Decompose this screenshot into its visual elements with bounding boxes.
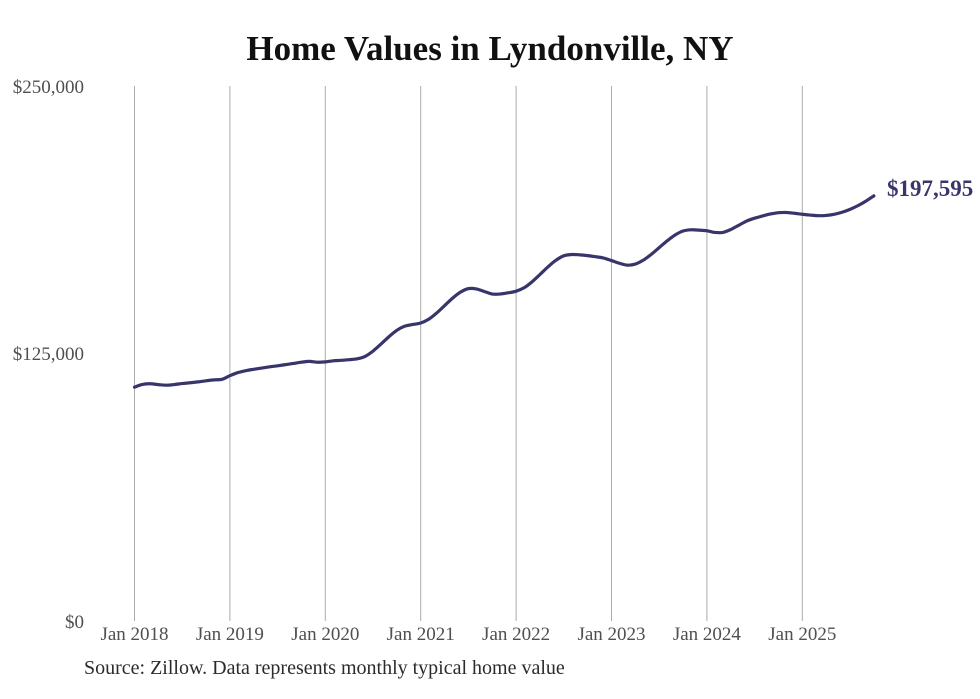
svg-text:$0: $0 bbox=[65, 612, 84, 633]
svg-text:Jan 2020: Jan 2020 bbox=[291, 624, 359, 645]
svg-text:$250,000: $250,000 bbox=[13, 77, 84, 98]
svg-text:Jan 2025: Jan 2025 bbox=[768, 624, 836, 645]
svg-text:$197,595: $197,595 bbox=[887, 176, 973, 201]
svg-text:Jan 2018: Jan 2018 bbox=[100, 624, 168, 645]
svg-text:$125,000: $125,000 bbox=[13, 344, 84, 365]
svg-text:Jan 2022: Jan 2022 bbox=[482, 624, 550, 645]
svg-text:Jan 2021: Jan 2021 bbox=[387, 624, 455, 645]
svg-text:Jan 2019: Jan 2019 bbox=[196, 624, 264, 645]
svg-text:Jan 2023: Jan 2023 bbox=[577, 624, 645, 645]
svg-text:Jan 2024: Jan 2024 bbox=[673, 624, 742, 645]
